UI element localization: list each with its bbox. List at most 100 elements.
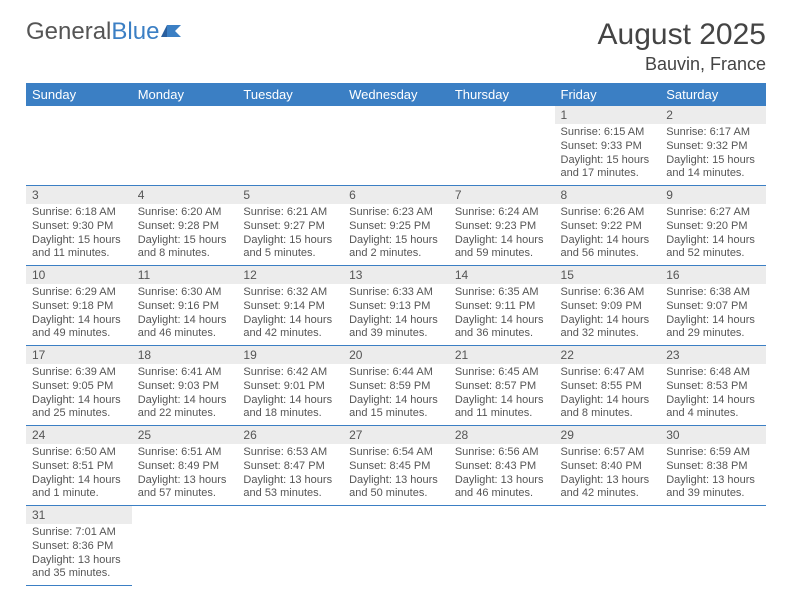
day-header: Monday — [132, 83, 238, 106]
day-details: Sunrise: 6:18 AMSunset: 9:30 PMDaylight:… — [26, 204, 132, 265]
day-number: 3 — [26, 186, 132, 204]
daylight-text: Daylight: 13 hours and 50 minutes. — [349, 474, 443, 502]
sunset-text: Sunset: 9:27 PM — [243, 220, 337, 234]
calendar-cell: 21Sunrise: 6:45 AMSunset: 8:57 PMDayligh… — [449, 346, 555, 426]
sunrise-text: Sunrise: 6:48 AM — [666, 366, 760, 380]
calendar-cell: 1Sunrise: 6:15 AMSunset: 9:33 PMDaylight… — [555, 106, 661, 186]
daylight-text: Daylight: 15 hours and 17 minutes. — [561, 154, 655, 182]
daylight-text: Daylight: 13 hours and 46 minutes. — [455, 474, 549, 502]
sunrise-text: Sunrise: 6:39 AM — [32, 366, 126, 380]
calendar-cell — [132, 106, 238, 186]
day-number: 13 — [343, 266, 449, 284]
day-number: 9 — [660, 186, 766, 204]
day-number: 12 — [237, 266, 343, 284]
sunset-text: Sunset: 9:33 PM — [561, 140, 655, 154]
calendar-week: 10Sunrise: 6:29 AMSunset: 9:18 PMDayligh… — [26, 266, 766, 346]
day-details: Sunrise: 6:57 AMSunset: 8:40 PMDaylight:… — [555, 444, 661, 505]
sunset-text: Sunset: 9:13 PM — [349, 300, 443, 314]
calendar-cell: 16Sunrise: 6:38 AMSunset: 9:07 PMDayligh… — [660, 266, 766, 346]
daylight-text: Daylight: 13 hours and 42 minutes. — [561, 474, 655, 502]
month-title: August 2025 — [598, 18, 766, 52]
sunset-text: Sunset: 9:30 PM — [32, 220, 126, 234]
day-number: 30 — [660, 426, 766, 444]
day-details: Sunrise: 6:44 AMSunset: 8:59 PMDaylight:… — [343, 364, 449, 425]
day-header: Thursday — [449, 83, 555, 106]
day-number: 19 — [237, 346, 343, 364]
day-number: 2 — [660, 106, 766, 124]
sunset-text: Sunset: 8:55 PM — [561, 380, 655, 394]
daylight-text: Daylight: 14 hours and 4 minutes. — [666, 394, 760, 422]
sunset-text: Sunset: 9:28 PM — [138, 220, 232, 234]
day-details: Sunrise: 6:38 AMSunset: 9:07 PMDaylight:… — [660, 284, 766, 345]
sunrise-text: Sunrise: 6:44 AM — [349, 366, 443, 380]
sunset-text: Sunset: 9:22 PM — [561, 220, 655, 234]
day-details: Sunrise: 6:50 AMSunset: 8:51 PMDaylight:… — [26, 444, 132, 505]
sunset-text: Sunset: 8:59 PM — [349, 380, 443, 394]
day-details: Sunrise: 6:42 AMSunset: 9:01 PMDaylight:… — [237, 364, 343, 425]
daylight-text: Daylight: 14 hours and 52 minutes. — [666, 234, 760, 262]
daylight-text: Daylight: 14 hours and 15 minutes. — [349, 394, 443, 422]
calendar-cell: 7Sunrise: 6:24 AMSunset: 9:23 PMDaylight… — [449, 186, 555, 266]
sunrise-text: Sunrise: 6:53 AM — [243, 446, 337, 460]
sunset-text: Sunset: 9:32 PM — [666, 140, 760, 154]
day-details: Sunrise: 6:54 AMSunset: 8:45 PMDaylight:… — [343, 444, 449, 505]
calendar-cell: 11Sunrise: 6:30 AMSunset: 9:16 PMDayligh… — [132, 266, 238, 346]
day-number: 28 — [449, 426, 555, 444]
day-header: Sunday — [26, 83, 132, 106]
day-number: 21 — [449, 346, 555, 364]
day-details: Sunrise: 6:27 AMSunset: 9:20 PMDaylight:… — [660, 204, 766, 265]
day-number: 1 — [555, 106, 661, 124]
calendar-table: SundayMondayTuesdayWednesdayThursdayFrid… — [26, 83, 766, 586]
calendar-cell — [343, 506, 449, 586]
day-details: Sunrise: 6:36 AMSunset: 9:09 PMDaylight:… — [555, 284, 661, 345]
sunset-text: Sunset: 8:47 PM — [243, 460, 337, 474]
sunrise-text: Sunrise: 6:30 AM — [138, 286, 232, 300]
calendar-cell — [449, 506, 555, 586]
daylight-text: Daylight: 15 hours and 2 minutes. — [349, 234, 443, 262]
calendar-cell: 20Sunrise: 6:44 AMSunset: 8:59 PMDayligh… — [343, 346, 449, 426]
header: GeneralBlue August 2025 Bauvin, France — [26, 18, 766, 75]
sunrise-text: Sunrise: 6:15 AM — [561, 126, 655, 140]
calendar-cell — [660, 506, 766, 586]
calendar-cell: 31Sunrise: 7:01 AMSunset: 8:36 PMDayligh… — [26, 506, 132, 586]
sunrise-text: Sunrise: 6:59 AM — [666, 446, 760, 460]
calendar-cell: 3Sunrise: 6:18 AMSunset: 9:30 PMDaylight… — [26, 186, 132, 266]
daylight-text: Daylight: 13 hours and 57 minutes. — [138, 474, 232, 502]
calendar-cell: 17Sunrise: 6:39 AMSunset: 9:05 PMDayligh… — [26, 346, 132, 426]
calendar-cell — [343, 106, 449, 186]
day-details: Sunrise: 6:23 AMSunset: 9:25 PMDaylight:… — [343, 204, 449, 265]
daylight-text: Daylight: 14 hours and 8 minutes. — [561, 394, 655, 422]
sunrise-text: Sunrise: 6:36 AM — [561, 286, 655, 300]
logo-text-1: General — [26, 18, 111, 46]
calendar-cell — [237, 106, 343, 186]
day-details: Sunrise: 6:53 AMSunset: 8:47 PMDaylight:… — [237, 444, 343, 505]
calendar-cell: 27Sunrise: 6:54 AMSunset: 8:45 PMDayligh… — [343, 426, 449, 506]
day-number: 5 — [237, 186, 343, 204]
sunrise-text: Sunrise: 6:38 AM — [666, 286, 760, 300]
day-number: 17 — [26, 346, 132, 364]
day-details: Sunrise: 6:15 AMSunset: 9:33 PMDaylight:… — [555, 124, 661, 185]
day-number: 14 — [449, 266, 555, 284]
calendar-week: 24Sunrise: 6:50 AMSunset: 8:51 PMDayligh… — [26, 426, 766, 506]
day-header: Friday — [555, 83, 661, 106]
sunset-text: Sunset: 8:53 PM — [666, 380, 760, 394]
day-details: Sunrise: 6:59 AMSunset: 8:38 PMDaylight:… — [660, 444, 766, 505]
daylight-text: Daylight: 14 hours and 39 minutes. — [349, 314, 443, 342]
sunrise-text: Sunrise: 6:33 AM — [349, 286, 443, 300]
calendar-cell: 12Sunrise: 6:32 AMSunset: 9:14 PMDayligh… — [237, 266, 343, 346]
day-number: 31 — [26, 506, 132, 524]
sunset-text: Sunset: 9:20 PM — [666, 220, 760, 234]
day-details: Sunrise: 6:45 AMSunset: 8:57 PMDaylight:… — [449, 364, 555, 425]
day-details: Sunrise: 7:01 AMSunset: 8:36 PMDaylight:… — [26, 524, 132, 585]
calendar-cell: 4Sunrise: 6:20 AMSunset: 9:28 PMDaylight… — [132, 186, 238, 266]
daylight-text: Daylight: 14 hours and 42 minutes. — [243, 314, 337, 342]
daylight-text: Daylight: 14 hours and 22 minutes. — [138, 394, 232, 422]
calendar-cell: 22Sunrise: 6:47 AMSunset: 8:55 PMDayligh… — [555, 346, 661, 426]
day-number: 10 — [26, 266, 132, 284]
daylight-text: Daylight: 14 hours and 1 minute. — [32, 474, 126, 502]
calendar-cell: 10Sunrise: 6:29 AMSunset: 9:18 PMDayligh… — [26, 266, 132, 346]
day-number: 4 — [132, 186, 238, 204]
sunset-text: Sunset: 9:01 PM — [243, 380, 337, 394]
logo-text-2: Blue — [111, 18, 159, 46]
daylight-text: Daylight: 14 hours and 46 minutes. — [138, 314, 232, 342]
